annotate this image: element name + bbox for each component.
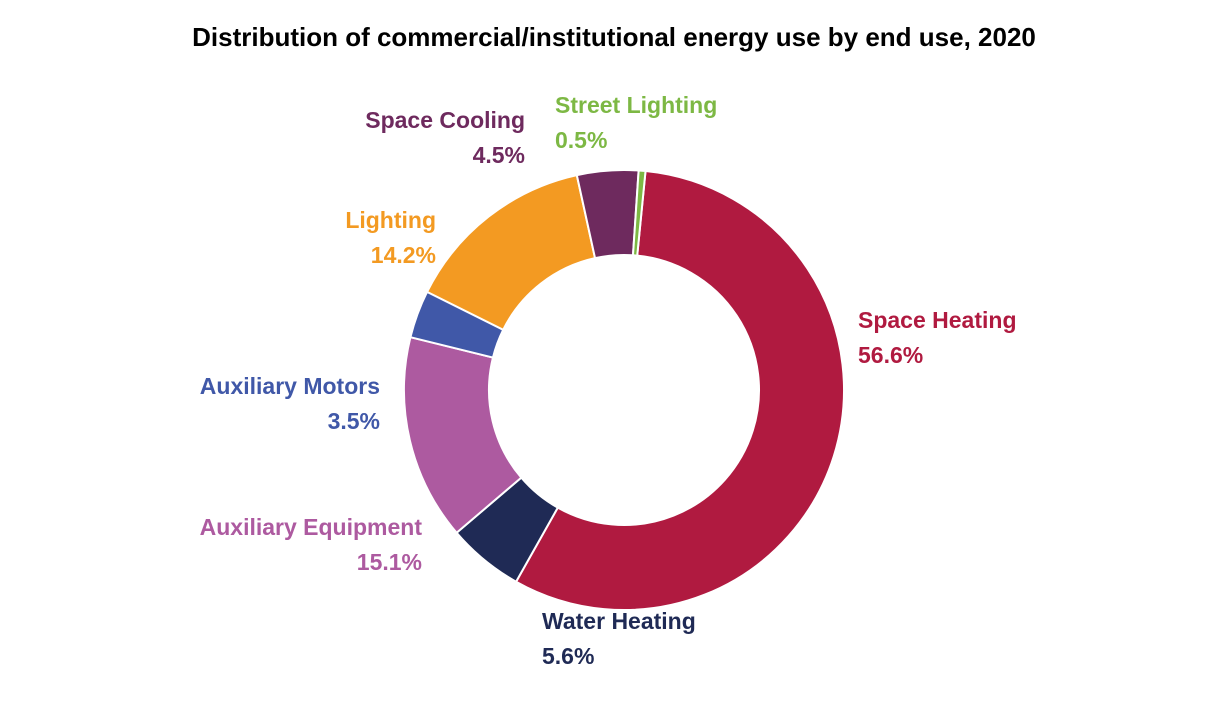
label-value: 15.1% (357, 549, 422, 575)
label-value: 56.6% (858, 342, 923, 368)
label-water-heating: Water Heating 5.6% (542, 608, 696, 669)
label-name: Water Heating (542, 608, 696, 634)
label-auxiliary-equipment: Auxiliary Equipment 15.1% (200, 514, 423, 575)
label-name: Space Heating (858, 307, 1017, 333)
chart-title: Distribution of commercial/institutional… (192, 22, 1036, 52)
label-space-heating: Space Heating 56.6% (858, 307, 1017, 368)
label-name: Auxiliary Equipment (200, 514, 423, 540)
label-value: 4.5% (473, 142, 525, 168)
label-street-lighting: Street Lighting 0.5% (555, 92, 717, 153)
label-name: Auxiliary Motors (200, 373, 380, 399)
slice-street-lighting (631, 169, 647, 257)
slice-labels: Space Heating 56.6% Water Heating 5.6% Auxil… (200, 92, 1017, 669)
label-value: 5.6% (542, 643, 594, 669)
label-value: 14.2% (371, 242, 436, 268)
label-name: Lighting (345, 207, 436, 233)
label-name: Space Cooling (365, 107, 525, 133)
label-lighting: Lighting 14.2% (345, 207, 436, 268)
label-value: 3.5% (328, 408, 380, 434)
label-value: 0.5% (555, 127, 607, 153)
slice-space-heating (514, 169, 845, 611)
label-auxiliary-motors: Auxiliary Motors 3.5% (200, 373, 380, 434)
label-space-cooling: Space Cooling 4.5% (365, 107, 525, 168)
label-name: Street Lighting (555, 92, 717, 118)
donut-slices (403, 169, 845, 611)
